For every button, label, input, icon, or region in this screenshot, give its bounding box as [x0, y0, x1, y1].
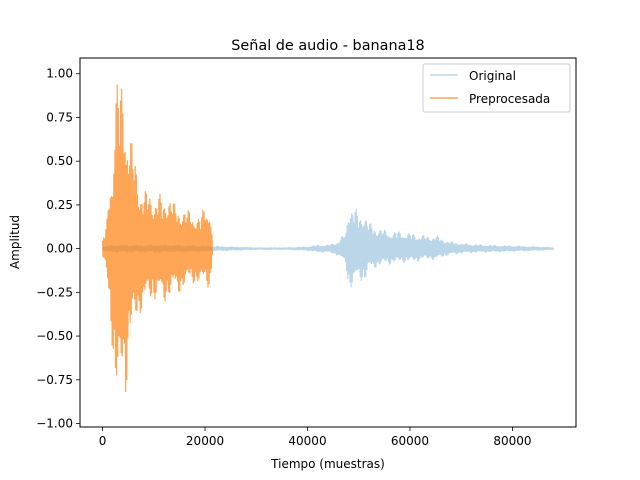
y-tick-label: 0.25 — [46, 198, 73, 212]
y-tick-label: −0.25 — [36, 285, 73, 299]
x-axis-label: Tiempo (muestras) — [270, 457, 385, 471]
series-line-preprocesada — [101, 84, 214, 393]
legend-label-original: Original — [469, 69, 516, 83]
y-tick-label: 0.50 — [46, 154, 73, 168]
y-tick-label: −0.75 — [36, 373, 73, 387]
chart-title: Señal de audio - banana18 — [231, 38, 424, 54]
y-axis-label: Amplitud — [8, 215, 22, 269]
series-layer — [101, 84, 555, 393]
y-tick-label: 1.00 — [46, 67, 73, 81]
y-tick-label: −1.00 — [36, 417, 73, 431]
plot-frame — [79, 57, 577, 428]
x-tick-label: 0 — [99, 434, 107, 448]
legend: Original Preprocesada — [422, 63, 571, 113]
y-tick-label: 0.00 — [46, 242, 73, 256]
legend-box — [422, 63, 571, 113]
y-tick-label: 0.75 — [46, 110, 73, 124]
x-tick-label: 80000 — [493, 434, 531, 448]
y-tick-label: −0.50 — [36, 329, 73, 343]
x-tick-label: 20000 — [186, 434, 224, 448]
x-axis-ticks: 0 20000 40000 60000 80000 — [99, 427, 532, 448]
x-tick-label: 40000 — [288, 434, 326, 448]
x-tick-label: 60000 — [391, 434, 429, 448]
legend-label-preprocesada: Preprocesada — [469, 92, 550, 106]
y-axis-ticks: −1.00 −0.75 −0.50 −0.25 0.00 0.25 0.50 0.75 1.00 — [36, 67, 80, 431]
